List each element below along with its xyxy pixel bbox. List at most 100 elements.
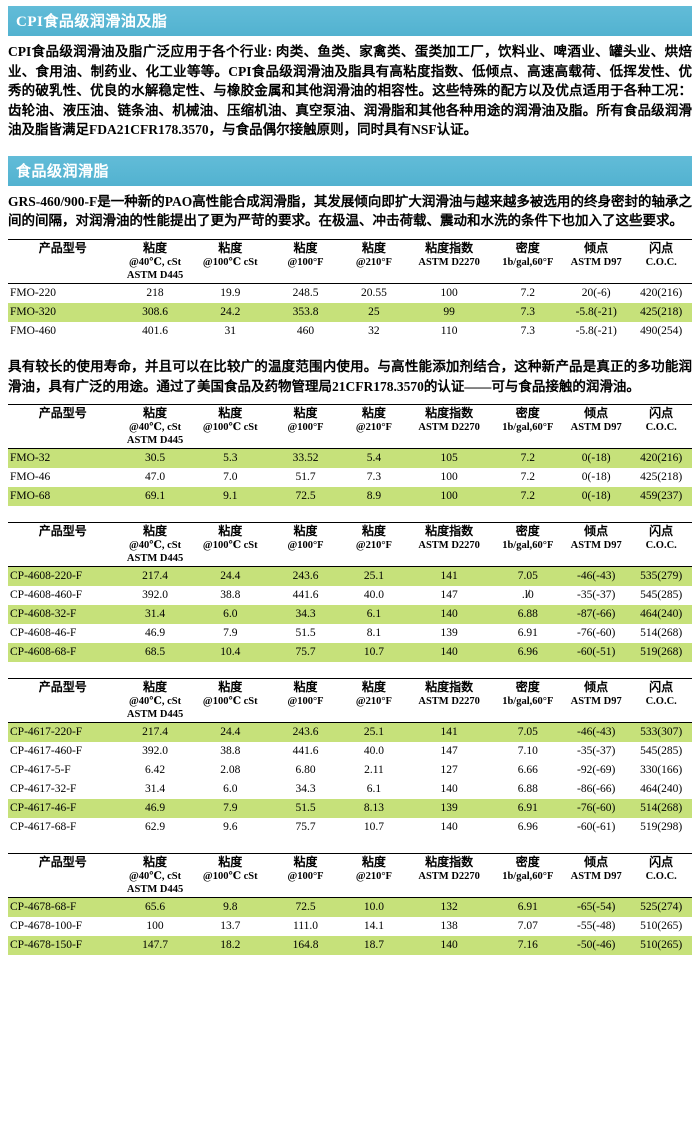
cell-value: 10.4	[192, 643, 268, 663]
cell-value: 69.1	[117, 487, 193, 507]
cell-value: 353.8	[267, 303, 344, 323]
table-row: FMO-46 47.0 7.0 51.7 7.3 100 7.2 0(-18) 425(218)	[8, 468, 692, 487]
cell-value: 20(-6)	[581, 287, 611, 300]
cell-value: 132	[404, 897, 494, 918]
cell-value: 38.8	[220, 745, 241, 758]
cell-value: 75.7	[267, 643, 344, 663]
th-density: 密度 1b/gal,60°F	[502, 240, 554, 268]
cell-value: 25.1	[343, 566, 405, 587]
spec-table-body-4: CP-4678-68-F 65.6 9.8 72.5 10.0 132 6.91 -65(-5…	[8, 897, 692, 956]
cell-value: 105	[404, 448, 494, 469]
cell-model: FMO-32	[8, 448, 118, 469]
spec-table-body-2: CP-4608-220-F 217.4 24.4 243.6 25.1 141 7.05 -4…	[8, 566, 692, 663]
cell-value: 514(268)	[630, 799, 692, 819]
spec-table-body-3: CP-4617-220-F 217.4 24.4 243.6 25.1 141 7.05 -4…	[8, 722, 692, 837]
th-visc210f: 粘度 @210°F	[355, 240, 392, 268]
th-visc100f: 粘度 @100°F	[287, 240, 324, 268]
cell-value: 5.4	[343, 448, 405, 469]
cell-value: 7.16	[493, 936, 562, 956]
cell-value: 7.2	[520, 287, 535, 300]
section-header-grease: 食品级润滑脂	[8, 155, 692, 186]
cell-value: 420(216)	[630, 448, 692, 469]
spacer	[8, 662, 692, 678]
cell-value: 140	[404, 643, 494, 663]
cell-value: 545(285)	[640, 589, 683, 602]
cell-value: 110	[440, 325, 458, 338]
th-pour: 倾点 ASTM D97	[570, 855, 622, 882]
cell-model: CP-4678-100-F	[10, 920, 83, 933]
cell-value: 7.05	[493, 566, 562, 587]
th-pour: 倾点 ASTM D97	[570, 240, 622, 268]
spec-table-body-0: FMO-220 218 19.9 248.5 20.55 100 7.2 20(-6) 420(…	[8, 284, 692, 341]
table-row: CP-4608-220-F 217.4 24.4 243.6 25.1 141 7.05 -4…	[8, 566, 692, 587]
cell-model: FMO-460	[10, 325, 57, 338]
th-vi: 粘度指数 ASTM D2270	[418, 524, 480, 552]
th-visc40: 粘度 @40℃, cSt ASTM D445	[126, 406, 184, 447]
cell-value: -60(-61)	[577, 821, 616, 834]
cell-value: 6.1	[366, 783, 382, 796]
cell-model: CP-4617-46-F	[8, 799, 118, 819]
cell-value: 32	[368, 325, 380, 338]
table-row: FMO-32 30.5 5.3 33.52 5.4 105 7.2 0(-18) 420(216…	[8, 448, 692, 469]
document-page: CPI食品级润滑油及脂 CPI食品级润滑油及脂广泛应用于各个行业: 肉类、鱼类、…	[8, 6, 692, 956]
cell-value: 248.5	[292, 287, 319, 300]
cell-value: 2.11	[364, 764, 384, 777]
cell-value: 441.6	[292, 589, 319, 602]
cell-value: 6.1	[343, 605, 405, 625]
cell-value: 5.3	[192, 448, 268, 469]
cell-value: -92(-69)	[577, 764, 616, 777]
spacer	[8, 148, 692, 156]
table-row: CP-4617-5-F 6.42 2.08 6.80 2.11 127 6.66 -92(-6…	[8, 761, 692, 780]
spec-table-fmo-220: 产品型号 粘度 @40℃, cSt ASTM D445 粘度 @100℃ cSt 粘度…	[8, 239, 692, 341]
th-model: 产品型号	[38, 240, 87, 255]
table-row: CP-4608-460-F 392.0 38.8 441.6 40.0 147 .l̸0 -3…	[8, 586, 692, 605]
cell-value: 6.0	[192, 605, 268, 625]
cell-model: FMO-220	[10, 287, 57, 300]
cell-value: 425(218)	[630, 303, 692, 323]
cell-value: 0(-18)	[561, 448, 631, 469]
th-visc100c: 粘度 @100℃ cSt	[202, 524, 258, 552]
th-vi: 粘度指数 ASTM D2270	[418, 240, 480, 268]
spec-table-body-1: FMO-32 30.5 5.3 33.52 5.4 105 7.2 0(-18) 420(216…	[8, 448, 692, 507]
th-pour: 倾点 ASTM D97	[570, 524, 622, 552]
cell-value: 6.66	[517, 764, 538, 777]
cell-value: 7.9	[223, 627, 238, 640]
cell-value: 7.07	[517, 920, 538, 933]
cell-value: 147	[440, 589, 458, 602]
cell-model: CP-4617-460-F	[10, 745, 83, 758]
cell-model: FMO-68	[8, 487, 118, 507]
th-vi: 粘度指数 ASTM D2270	[418, 680, 480, 708]
th-visc210f: 粘度 @210°F	[355, 680, 392, 708]
cell-value: 535(279)	[630, 566, 692, 587]
cell-value: 218	[146, 287, 164, 300]
cell-value: 24.4	[192, 566, 268, 587]
section-paragraph-grease: GRS-460/900-F是一种新的PAO高性能合成润滑脂，其发展倾向即扩大润滑…	[8, 193, 692, 229]
section-paragraph-cpi: CPI食品级润滑油及脂广泛应用于各个行业: 肉类、鱼类、家禽类、蛋类加工厂，饮料…	[8, 44, 692, 138]
cell-value: 68.5	[117, 643, 193, 663]
cell-model: FMO-320	[8, 303, 118, 323]
table-row: FMO-68 69.1 9.1 72.5 8.9 100 7.2 0(-18) 459(237)	[8, 487, 692, 507]
cell-value: 9.1	[192, 487, 268, 507]
cell-value: 7.3	[366, 471, 382, 484]
cell-value: 308.6	[117, 303, 193, 323]
cell-value: 10.7	[343, 643, 405, 663]
cell-value: 7.9	[192, 799, 268, 819]
cell-value: 8.13	[343, 799, 405, 819]
table-row: FMO-320 308.6 24.2 353.8 25 99 7.3 -5.8(-21) 425…	[8, 303, 692, 323]
cell-value: 18.2	[192, 936, 268, 956]
section-header-cpi: CPI食品级润滑油及脂	[8, 6, 692, 36]
cell-value: 6.91	[493, 897, 562, 918]
cell-value: 460	[296, 325, 315, 338]
th-visc40: 粘度 @40℃, cSt ASTM D445	[126, 855, 184, 896]
th-visc100f: 粘度 @100°F	[287, 406, 324, 434]
cell-value: -76(-60)	[577, 627, 616, 640]
cell-value: 100	[404, 487, 494, 507]
spec-table-cp-4608: 产品型号 粘度 @40℃, cSt ASTM D445 粘度 @100℃ cSt 粘度…	[8, 522, 692, 663]
cell-value: 24.2	[192, 303, 268, 323]
cell-value: 75.7	[295, 821, 316, 834]
cell-value: 6.96	[493, 643, 562, 663]
cell-value: -60(-51)	[561, 643, 631, 663]
cell-value: -86(-66)	[577, 783, 616, 796]
cell-value: 141	[404, 566, 494, 587]
cell-value: 392.0	[142, 589, 168, 602]
